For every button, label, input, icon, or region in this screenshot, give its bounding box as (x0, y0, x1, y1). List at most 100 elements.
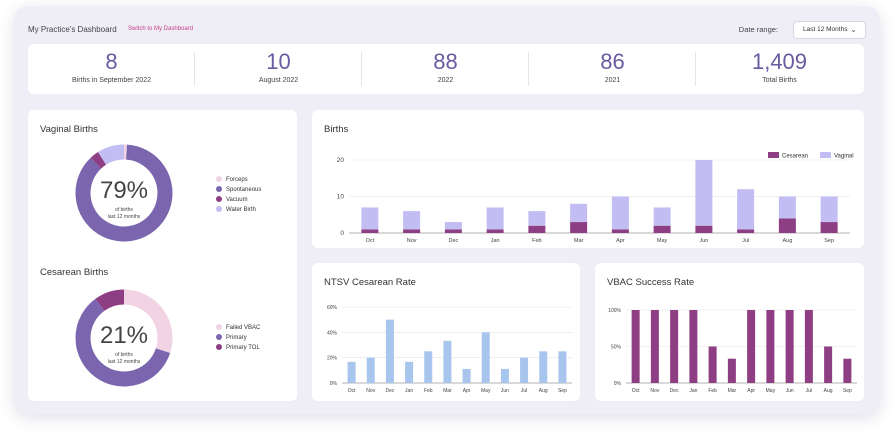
donut-sub: of births (115, 352, 133, 358)
x-tick-label: Jul (521, 388, 527, 394)
bar (481, 332, 490, 383)
legend-spontaneous: Spontaneous (216, 186, 261, 193)
x-tick-label: Sep (824, 238, 834, 244)
y-tick-label: 10 (337, 194, 345, 201)
stat-label: August 2022 (258, 77, 299, 84)
x-tick-label: Mar (728, 388, 737, 394)
date-range-value: Last 12 Months (803, 26, 848, 33)
divider (194, 52, 195, 86)
legend-failed-vbac: Failed VBAC (216, 324, 260, 331)
legend-swatch (820, 152, 831, 158)
x-tick-label: May (766, 388, 776, 394)
y-tick-label: 0% (614, 381, 622, 387)
legend-swatch (216, 334, 222, 340)
x-tick-label: Feb (424, 388, 433, 394)
bar (385, 319, 394, 383)
bar (500, 368, 509, 383)
stat-label: Total Births (762, 77, 797, 84)
legend-label: Water Birth (226, 207, 256, 213)
births-chart-card: Births 0 10 20 Oct Nov Dec Jan Feb Mar Apr May Jun J… (312, 110, 864, 248)
x-tick-label: Aug (539, 388, 548, 394)
x-tick-label: Dec (448, 238, 458, 244)
bar-vaginal (820, 196, 838, 223)
chevron-down-icon: ⌄ (850, 25, 857, 34)
x-tick-label: Oct (348, 388, 356, 394)
legend-swatch (216, 186, 222, 192)
divider (361, 52, 362, 86)
x-tick-label: Mar (574, 238, 584, 244)
stat-value: 1,409 (751, 49, 808, 74)
y-tick-label: 60% (327, 305, 338, 311)
stat-label: Births in September 2022 (72, 77, 151, 84)
legend-primary: Primary (216, 334, 247, 341)
x-tick-label: Jul (742, 238, 749, 244)
bar (347, 361, 356, 383)
donut-sub: last 12 months (108, 359, 141, 365)
donut-slice-primary-tol (95, 289, 125, 312)
legend-swatch (768, 152, 779, 158)
legend-label: Primary (226, 335, 247, 341)
bar-cesarean (570, 222, 588, 233)
x-tick-label: Dec (670, 388, 679, 394)
date-range-select[interactable]: Last 12 Months ⌄ (793, 21, 866, 39)
page-title: My Practice's Dashboard (28, 25, 117, 34)
stat-value: 88 (433, 49, 458, 74)
ntsv-chart-title: NTSV Cesarean Rate (324, 277, 416, 288)
legend-vacuum: Vacuum (216, 196, 248, 203)
x-tick-label: Jun (699, 238, 708, 244)
x-tick-label: Oct (366, 238, 375, 244)
cesarean-births-title: Cesarean Births (40, 267, 109, 278)
bar (558, 351, 567, 383)
births-chart-title: Births (324, 124, 349, 135)
bar (405, 361, 414, 383)
x-tick-label: Apr (616, 238, 625, 244)
bar-cesarean (486, 229, 504, 233)
bar (804, 310, 813, 383)
x-tick-label: Feb (708, 388, 717, 394)
bar (747, 310, 756, 383)
bar-vaginal (611, 196, 629, 230)
divider (528, 52, 529, 86)
legend-label: Failed VBAC (226, 325, 261, 331)
legend-label: Primary TOL (226, 345, 260, 351)
legend-cesarean: Cesarean (782, 154, 808, 160)
x-tick-label: Aug (824, 388, 833, 394)
legend-primary-tol: Primary TOL (216, 344, 260, 351)
bar-cesarean (653, 225, 671, 233)
donut-sub: last 12 months (108, 214, 141, 220)
bar-vaginal (361, 207, 379, 230)
dashboard-frame: My Practice's Dashboard Switch to My Das… (14, 6, 880, 414)
x-tick-label: Nov (366, 388, 375, 394)
bar (727, 358, 736, 383)
legend-water-birth: Water Birth (216, 206, 256, 213)
bar-cesarean (361, 229, 379, 233)
y-tick-label: 100% (608, 308, 621, 314)
bar (462, 368, 471, 383)
bar-vaginal (486, 207, 504, 230)
stat-2021: 86 2021 (529, 44, 696, 94)
stat-august: 10 August 2022 (195, 44, 362, 94)
bar (366, 357, 375, 383)
legend-vaginal: Vaginal (834, 154, 854, 160)
cesarean-births-donut: 21% of births last 12 months (75, 289, 173, 387)
ntsv-chart-card: NTSV Cesarean Rate 0% 20% 40% 60% Oct Nov Dec J… (312, 263, 580, 401)
x-tick-label: Dec (385, 388, 394, 394)
bar-cesarean (444, 229, 462, 233)
bar (539, 351, 548, 383)
bar (424, 351, 433, 383)
switch-dashboard-link[interactable]: Switch to My Dashboard (128, 26, 194, 32)
vbac-chart: 0% 50% 100% Oct Nov Dec Jan Feb Mar Apr May Jun Jul A… (608, 308, 857, 394)
stat-value: 10 (266, 49, 291, 74)
bar-vaginal (653, 207, 671, 226)
summary-stats: 8 Births in September 2022 10 August 202… (28, 44, 864, 94)
legend-label: Vacuum (226, 197, 248, 203)
legend-forceps: Forceps (216, 176, 248, 183)
x-tick-label: Mar (443, 388, 452, 394)
bar-cesarean (737, 229, 755, 233)
stat-september: 8 Births in September 2022 (28, 44, 195, 94)
bar (824, 346, 833, 383)
bar (670, 310, 679, 383)
bar-vaginal (444, 222, 462, 230)
bar (631, 310, 640, 383)
x-tick-label: Apr (747, 388, 755, 394)
